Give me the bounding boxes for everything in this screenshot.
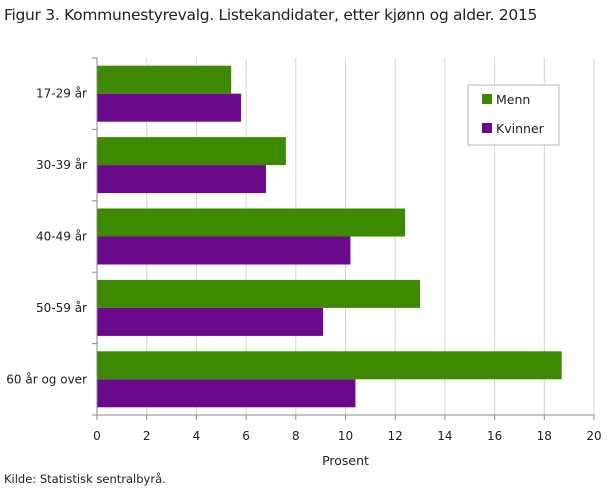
x-tick-label: 4 <box>193 429 201 443</box>
bar-menn-3 <box>97 279 421 308</box>
x-tick-label: 16 <box>487 429 502 443</box>
legend-swatch-kvinner <box>482 123 492 133</box>
chart-title: Figur 3. Kommunestyrevalg. Listekandidat… <box>4 6 538 24</box>
legend-label-menn: Menn <box>496 92 530 107</box>
category-label: 50-59 år <box>36 301 87 315</box>
legend-swatch-menn <box>482 94 492 104</box>
category-label: 30-39 år <box>36 158 87 172</box>
category-label: 17-29 år <box>36 87 87 101</box>
x-tick-label: 8 <box>292 429 300 443</box>
x-axis-label: Prosent <box>322 453 369 468</box>
bar-menn-1 <box>97 137 286 166</box>
bar-menn-0 <box>97 65 232 94</box>
x-tick-label: 18 <box>537 429 552 443</box>
bar-menn-4 <box>97 351 562 380</box>
x-tick-label: 0 <box>93 429 101 443</box>
bar-kvinner-0 <box>97 93 242 122</box>
category-label: 60 år og over <box>6 372 87 386</box>
bars <box>97 65 562 408</box>
category-label: 40-49 år <box>36 230 87 244</box>
category-labels: 17-29 år 30-39 år 40-49 år 50-59 år 60 år og… <box>6 57 97 416</box>
x-tick-label: 10 <box>338 429 353 443</box>
bar-kvinner-3 <box>97 307 324 336</box>
bar-kvinner-1 <box>97 165 266 194</box>
bar-menn-2 <box>97 208 406 237</box>
legend: Menn Kvinner <box>467 84 560 146</box>
legend-label-kvinner: Kvinner <box>496 121 545 136</box>
x-tick-label: 6 <box>242 429 250 443</box>
x-tick-label: 2 <box>143 429 151 443</box>
source-note: Kilde: Statistisk sentralbyrå. <box>4 472 166 486</box>
bar-kvinner-4 <box>97 379 356 408</box>
x-tick-label: 14 <box>437 429 452 443</box>
x-tick-label: 12 <box>388 429 403 443</box>
x-tick-label: 20 <box>586 429 601 443</box>
bar-kvinner-2 <box>97 236 351 265</box>
x-tick-labels: 0 2 4 6 8 10 12 14 16 18 20 <box>93 415 602 443</box>
